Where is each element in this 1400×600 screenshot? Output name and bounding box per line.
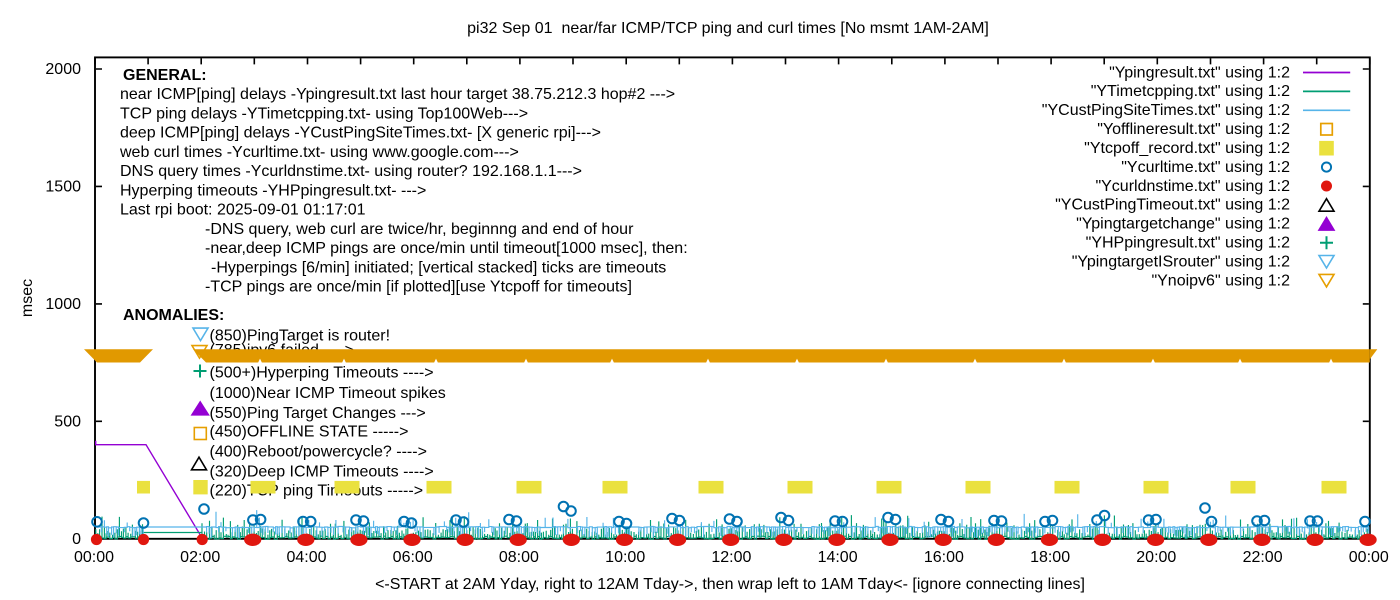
svg-text:(450)OFFLINE STATE ----->: (450)OFFLINE STATE -----> <box>210 424 409 441</box>
svg-text:18:00: 18:00 <box>1030 549 1070 566</box>
svg-text:08:00: 08:00 <box>499 549 539 566</box>
svg-text:2000: 2000 <box>45 61 81 78</box>
svg-text:-near,deep ICMP pings are once: -near,deep ICMP pings are once/min until… <box>205 240 688 257</box>
svg-text:<-START at 2AM Yday, right to: <-START at 2AM Yday, right to 12AM Tday-… <box>375 576 1085 593</box>
svg-text:GENERAL:: GENERAL: <box>123 67 207 84</box>
svg-text:20:00: 20:00 <box>1136 549 1176 566</box>
svg-text:near ICMP[ping] delays -Ypingr: near ICMP[ping] delays -Ypingresult.txt … <box>120 86 675 103</box>
svg-text:"Ycurltime.txt" using 1:2: "Ycurltime.txt" using 1:2 <box>1121 159 1290 176</box>
svg-text:22:00: 22:00 <box>1243 549 1283 566</box>
svg-text:pi32 Sep 01 near/far ICMP/TCP: pi32 Sep 01 near/far ICMP/TCP ping and c… <box>467 20 989 37</box>
svg-text:"Ynoipv6" using 1:2: "Ynoipv6" using 1:2 <box>1151 272 1290 289</box>
svg-text:-Hyperpings [6/min] initiated;: -Hyperpings [6/min] initiated; [vertical… <box>211 259 666 276</box>
svg-text:00:00: 00:00 <box>1349 549 1389 566</box>
svg-text:(850)PingTarget is router!: (850)PingTarget is router! <box>210 328 391 345</box>
svg-text:(500+)Hyperping Timeouts ---->: (500+)Hyperping Timeouts ----> <box>210 364 434 381</box>
svg-text:"Ypingresult.txt" using 1:2: "Ypingresult.txt" using 1:2 <box>1109 64 1290 81</box>
svg-text:12:00: 12:00 <box>711 549 751 566</box>
svg-text:"YpingtargetISrouter" using 1:: "YpingtargetISrouter" using 1:2 <box>1072 254 1290 271</box>
svg-text:(320)Deep ICMP Timeouts ---->: (320)Deep ICMP Timeouts ----> <box>210 463 434 480</box>
svg-text:TCP ping delays -YTimetcpping.: TCP ping delays -YTimetcpping.txt- using… <box>120 106 528 123</box>
svg-text:(400)Reboot/powercycle? ---->: (400)Reboot/powercycle? ----> <box>210 443 427 460</box>
svg-text:500: 500 <box>54 414 81 431</box>
svg-text:Last rpi boot: 2025-09-01 01:1: Last rpi boot: 2025-09-01 01:17:01 <box>120 202 366 219</box>
svg-text:(220)TCP ping Timeouts ----->: (220)TCP ping Timeouts -----> <box>210 483 424 500</box>
svg-text:14:00: 14:00 <box>818 549 858 566</box>
svg-text:00:00: 00:00 <box>74 549 114 566</box>
svg-text:-DNS query, web curl are twice: -DNS query, web curl are twice/hr, begin… <box>205 221 634 238</box>
svg-text:msec: msec <box>19 279 36 317</box>
svg-text:ANOMALIES:: ANOMALIES: <box>123 307 224 324</box>
svg-text:"YCustPingTimeout.txt" using 1: "YCustPingTimeout.txt" using 1:2 <box>1055 197 1290 214</box>
svg-text:Hyperping timeouts -YHPpingres: Hyperping timeouts -YHPpingresult.txt- -… <box>120 182 426 199</box>
svg-text:"Ycurldnstime.txt" using 1:2: "Ycurldnstime.txt" using 1:2 <box>1095 178 1290 195</box>
svg-text:deep ICMP[ping] delays -YCustP: deep ICMP[ping] delays -YCustPingSiteTim… <box>120 125 601 142</box>
svg-text:(1000)Near ICMP Timeout spikes: (1000)Near ICMP Timeout spikes <box>210 385 446 402</box>
svg-text:"YTimetcpping.txt" using 1:2: "YTimetcpping.txt" using 1:2 <box>1091 83 1290 100</box>
svg-text:0: 0 <box>72 531 81 548</box>
svg-text:1000: 1000 <box>45 296 81 313</box>
svg-text:"Ytcpoff_record.txt" using 1:2: "Ytcpoff_record.txt" using 1:2 <box>1084 140 1290 157</box>
svg-text:06:00: 06:00 <box>393 549 433 566</box>
svg-text:DNS query times -Ycurldnstime.: DNS query times -Ycurldnstime.txt- using… <box>120 163 582 180</box>
svg-text:10:00: 10:00 <box>605 549 645 566</box>
svg-text:"Ypingtargetchange" using 1:2: "Ypingtargetchange" using 1:2 <box>1076 216 1290 233</box>
svg-text:"YCustPingSiteTimes.txt" using: "YCustPingSiteTimes.txt" using 1:2 <box>1042 102 1290 119</box>
svg-text:web curl times -Ycurltime.txt-: web curl times -Ycurltime.txt- using www… <box>119 144 519 161</box>
svg-text:(550)Ping Target Changes --->: (550)Ping Target Changes ---> <box>210 405 426 422</box>
svg-text:-TCP pings are once/min [if pl: -TCP pings are once/min [if plotted][use… <box>205 279 632 296</box>
svg-text:1500: 1500 <box>45 179 81 196</box>
svg-text:"Yofflineresult.txt" using 1:2: "Yofflineresult.txt" using 1:2 <box>1097 121 1290 138</box>
svg-text:16:00: 16:00 <box>924 549 964 566</box>
svg-text:"YHPpingresult.txt" using 1:2: "YHPpingresult.txt" using 1:2 <box>1086 235 1290 252</box>
svg-text:02:00: 02:00 <box>180 549 220 566</box>
svg-text:04:00: 04:00 <box>286 549 326 566</box>
